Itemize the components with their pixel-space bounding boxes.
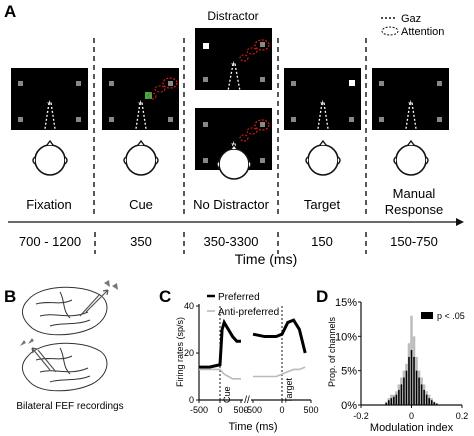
y-tick-label: 10% [335, 331, 357, 343]
x-tick-label: -500 [190, 405, 208, 415]
legend-label: Preferred [218, 292, 260, 303]
histogram-bar-significant [403, 377, 405, 405]
target-screen: + [284, 68, 361, 149]
x-tick-label: 500 [303, 405, 318, 415]
head-icon [123, 140, 159, 176]
svg-text:+: + [408, 98, 413, 108]
y-tick-label: 0% [341, 400, 357, 412]
histogram-bar-significant [425, 394, 428, 405]
legend-label: Anti-preferred [218, 307, 279, 318]
x-tick-label: 500 [233, 405, 248, 415]
x-tick-label: -500 [244, 405, 262, 415]
response-screen: + [372, 68, 449, 149]
series-line-preferred [199, 318, 241, 369]
histogram-bar-significant [408, 356, 410, 405]
y-tick-label: 5% [341, 366, 357, 378]
axis-break: // [244, 395, 250, 406]
histogram-bar-significant [413, 356, 415, 405]
histogram-bar-significant [433, 402, 435, 405]
histogram-bar-significant [395, 394, 398, 405]
histogram-bar-significant [423, 389, 425, 405]
histogram-bar-significant [388, 400, 390, 405]
epoch-label: Cue [129, 197, 153, 212]
epoch-label: Response [385, 202, 444, 217]
svg-text:+: + [231, 59, 236, 69]
duration-label: 150-750 [390, 234, 438, 249]
epoch-label: Manual [393, 186, 436, 201]
histogram-bar-significant [415, 370, 418, 405]
legend-label: p < .05 [437, 311, 465, 321]
arrow-head-icon [456, 218, 464, 226]
head-icon [305, 140, 341, 176]
y-axis-label: Firing rates (sp/s) [175, 317, 185, 387]
panel-label-b: B [4, 287, 16, 306]
svg-text:+: + [47, 98, 52, 108]
duration-label: 350-3300 [204, 234, 259, 249]
series-line-preferred [252, 318, 307, 354]
duration-label: 350 [130, 234, 152, 249]
epoch-label: Target [304, 197, 341, 212]
duration-label: 700 - 1200 [19, 234, 81, 249]
y-tick-label: 0 [189, 395, 194, 405]
head-icon [393, 140, 429, 176]
cue-screen: + [102, 68, 179, 149]
epoch-label: Fixation [26, 197, 72, 212]
histogram-bar-significant [393, 396, 395, 405]
duration-label: 150 [311, 234, 333, 249]
panel-label-a: A [4, 2, 16, 21]
epoch-separators [93, 38, 367, 254]
y-tick-label: 40 [184, 301, 194, 311]
time-axis-label: Time (ms) [235, 251, 297, 267]
distractor-square [203, 43, 209, 49]
x-tick-label: 0 [409, 411, 414, 421]
series-line-anti-preferred [253, 366, 306, 378]
annotation-cue: Cue [222, 386, 232, 403]
y-axis-label: Prop. of channels [327, 316, 337, 387]
svg-text:+: + [138, 98, 143, 108]
attention-legend-ellipse [381, 26, 399, 36]
histogram-bar-significant [430, 400, 433, 405]
series-line-anti-preferred [199, 368, 241, 380]
annotation-target: Target [284, 377, 294, 403]
head-icon [32, 140, 68, 176]
panel-label-d: D [316, 287, 328, 306]
fixation-screen: + [11, 68, 88, 149]
attention-legend-label: Attention [401, 26, 444, 38]
histogram-bar-significant [418, 377, 420, 405]
histogram-bar-significant [435, 403, 438, 405]
distractor-screen: + [195, 28, 272, 103]
electrode-arrows [20, 280, 118, 373]
histogram-bar-significant [428, 398, 430, 405]
gaze-legend-label: Gaz [401, 13, 421, 25]
histogram-bar-significant [400, 384, 403, 405]
x-tick-label: 0 [279, 405, 284, 415]
panel-b-caption: Bilateral FEF recordings [16, 401, 123, 412]
histogram-bar-significant [405, 370, 408, 405]
x-tick-label: -0.2 [353, 411, 369, 421]
svg-text:+: + [320, 98, 325, 108]
distractor-label: Distractor [207, 9, 258, 23]
histogram-bar-significant [390, 398, 393, 405]
y-tick-label: 20 [184, 348, 194, 358]
epoch-label: No Distractor [193, 197, 270, 212]
x-tick-label: 0.2 [456, 411, 469, 421]
legend-swatch [421, 312, 433, 319]
y-tick-label: 15% [335, 297, 357, 309]
x-axis-label: Time (ms) [228, 421, 277, 433]
histogram-bar-significant [398, 389, 400, 405]
x-axis-label: Modulation index [370, 422, 454, 434]
target-square [349, 80, 355, 86]
histogram-bar-significant [410, 350, 413, 405]
brain-illustration [22, 286, 108, 392]
x-tick-label: 0 [217, 405, 222, 415]
histogram-bar-significant [420, 384, 423, 405]
svg-text:+: + [231, 139, 236, 149]
panel-label-c: C [159, 287, 171, 306]
histogram-bar-significant [385, 402, 388, 405]
